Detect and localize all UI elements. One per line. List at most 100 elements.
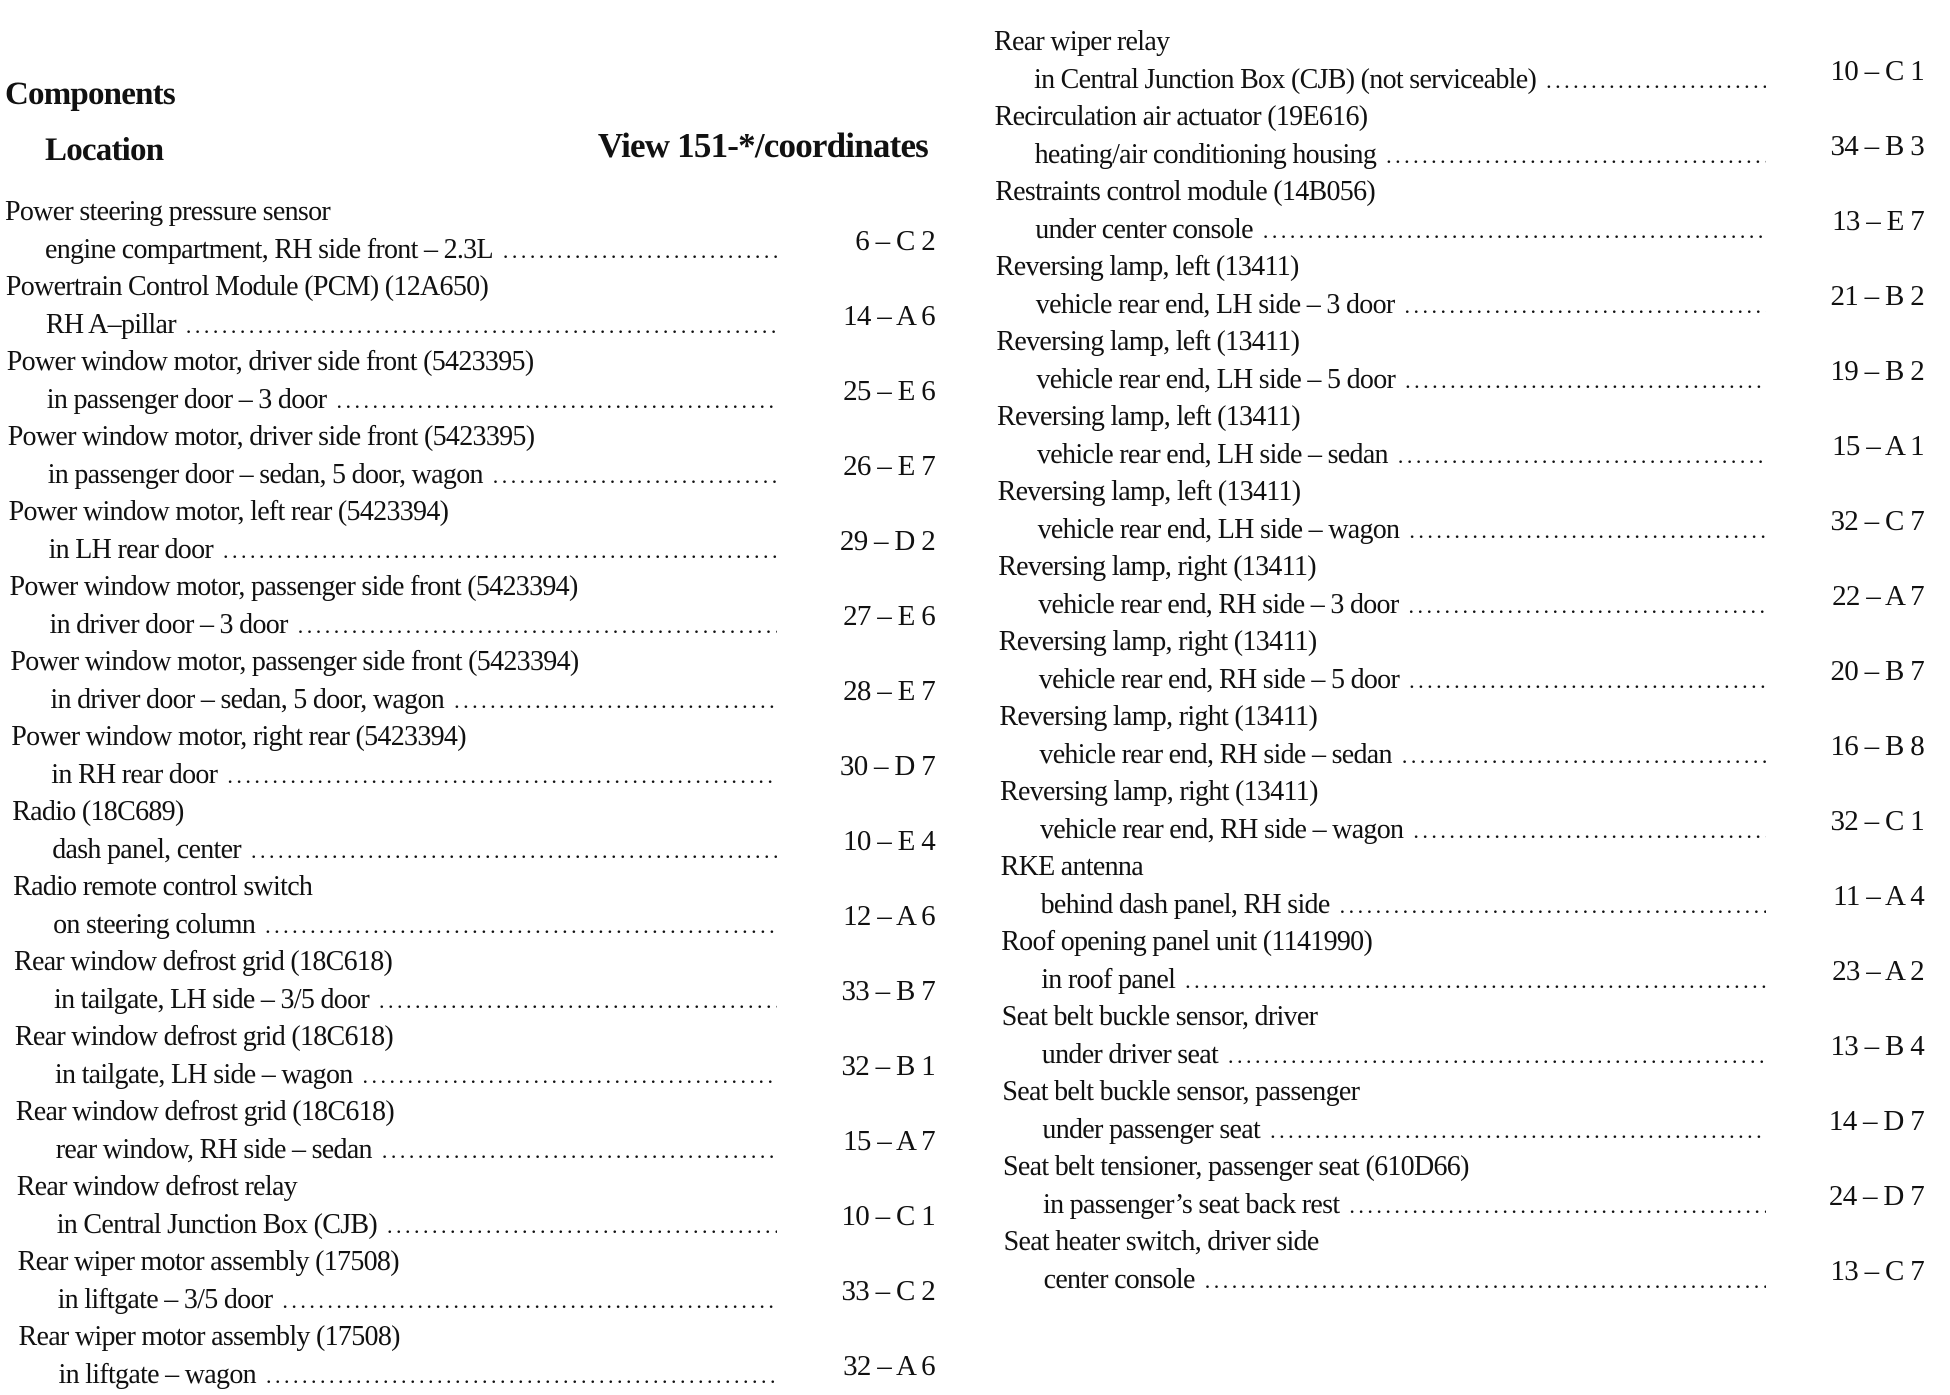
component-name: Power window motor, passenger side front… <box>10 646 579 677</box>
dot-leader <box>1402 737 1766 775</box>
view-coordinate: 16 – B 8 <box>1830 730 1925 762</box>
component-entry: Rear window defrost relay in Central Jun… <box>5 1168 936 1245</box>
dot-leader <box>387 1207 777 1245</box>
component-entry: Reversing lamp, left (13411) vehicle rea… <box>994 323 1924 398</box>
component-entry: Reversing lamp, left (13411) vehicle rea… <box>994 398 1925 473</box>
component-name: Reversing lamp, left (13411) <box>996 326 1300 357</box>
view-coordinate: 33 – B 7 <box>841 975 936 1007</box>
component-entry: Seat belt buckle sensor, driver under dr… <box>994 998 1925 1073</box>
view-coordinate: 26 – E 7 <box>843 450 936 482</box>
component-location: under driver seat <box>1041 1039 1219 1070</box>
component-entry: Power window motor, right rear (5423394)… <box>5 718 935 793</box>
view-coordinate: 20 – B 7 <box>1830 655 1925 687</box>
component-name: Seat belt buckle sensor, driver <box>1001 1001 1318 1032</box>
view-coordinate: 32 – C 1 <box>1830 805 1925 837</box>
component-entry: Seat belt buckle sensor, passenger under… <box>994 1073 1924 1148</box>
dot-leader <box>336 382 777 420</box>
dot-leader <box>1263 212 1766 250</box>
dot-leader <box>1349 1187 1766 1225</box>
component-entry: Radio remote control switch on steering … <box>5 868 936 945</box>
component-location: in passenger door – sedan, 5 door, wagon <box>47 459 484 490</box>
dot-leader <box>1409 662 1766 700</box>
component-entry: Rear window defrost grid (18C618) in tai… <box>5 1018 936 1093</box>
view-coordinate: 23 – A 2 <box>1832 955 1925 987</box>
component-name: Seat belt buckle sensor, passenger <box>1002 1076 1360 1107</box>
component-entry: Reversing lamp, right (13411) vehicle re… <box>994 623 1925 700</box>
component-name: Radio remote control switch <box>13 871 313 902</box>
component-entry: Power window motor, passenger side front… <box>5 643 935 718</box>
view-coordinate: 13 – C 7 <box>1830 1255 1925 1287</box>
view-coordinate: 32 – C 7 <box>1830 505 1925 537</box>
component-name: Rear wiper motor assembly (17508) <box>18 1321 401 1352</box>
view-coordinate: 32 – B 1 <box>841 1050 936 1082</box>
view-coordinate: 24 – D 7 <box>1828 1180 1925 1212</box>
component-entry: Reversing lamp, right (13411) vehicle re… <box>994 548 1925 625</box>
component-entry: Reversing lamp, left (13411) vehicle rea… <box>994 248 1925 323</box>
component-location: engine compartment, RH side front – 2.3L <box>45 234 494 265</box>
dot-leader <box>265 907 777 945</box>
view-coordinate: 13 – B 4 <box>1830 1030 1925 1062</box>
view-coordinate: 30 – D 7 <box>839 750 936 782</box>
component-name: Power window motor, passenger side front… <box>9 571 579 602</box>
view-coordinate: 10 – E 4 <box>843 825 936 857</box>
component-location: in Central Junction Box (CJB) (not servi… <box>1034 64 1537 95</box>
component-entry: Power window motor, driver side front (5… <box>5 418 936 495</box>
dot-leader <box>1409 512 1766 550</box>
view-coordinate: 6 – C 2 <box>855 225 935 257</box>
component-location: vehicle rear end, LH side – 5 door <box>1036 364 1396 395</box>
dot-leader <box>1386 137 1766 175</box>
dot-leader <box>493 457 777 495</box>
component-name: Power window motor, left rear (5423394) <box>8 496 449 527</box>
dot-leader <box>227 757 777 795</box>
view-coordinate: 27 – E 6 <box>843 600 936 632</box>
component-entry: Seat heater switch, driver side center c… <box>994 1223 1925 1300</box>
dot-leader <box>1405 362 1766 400</box>
dot-leader <box>298 607 777 645</box>
dot-leader <box>1205 1262 1766 1300</box>
dot-leader <box>282 1282 777 1320</box>
dot-leader <box>1409 587 1767 625</box>
component-location: in liftgate – 3/5 door <box>57 1284 273 1315</box>
component-entry: Power window motor, driver side front (5… <box>5 343 936 420</box>
component-name: Radio (18C689) <box>12 796 184 827</box>
component-entry: Powertrain Control Module (PCM) (12A650)… <box>5 268 936 343</box>
component-location: in driver door – sedan, 5 door, wagon <box>50 684 445 715</box>
component-entry: Power window motor, passenger side front… <box>5 568 936 645</box>
dot-leader <box>1185 962 1766 1000</box>
component-location: vehicle rear end, RH side – 5 door <box>1038 664 1400 695</box>
view-coordinate: 34 – B 3 <box>1830 130 1925 162</box>
component-name: Roof opening panel unit (1141990) <box>1001 926 1373 957</box>
component-name: Seat heater switch, driver side <box>1003 1226 1320 1257</box>
component-location: vehicle rear end, RH side – 3 door <box>1038 589 1399 620</box>
view-coordinate: 14 – A 6 <box>843 300 936 332</box>
dot-leader <box>503 232 777 270</box>
component-name: Reversing lamp, left (13411) <box>997 401 1301 432</box>
component-name: RKE antenna <box>1000 851 1144 882</box>
component-entry: Rear window defrost grid (18C618) rear w… <box>5 1093 936 1168</box>
view-coordinate: 29 – D 2 <box>839 525 936 557</box>
component-name: Power window motor, right rear (5423394) <box>11 721 466 752</box>
component-location: RH A–pillar <box>45 309 177 340</box>
component-location: in tailgate, LH side – 3/5 door <box>54 984 370 1015</box>
dot-leader <box>1340 887 1766 925</box>
component-location: behind dash panel, RH side <box>1040 889 1331 920</box>
dot-leader <box>1413 812 1766 850</box>
component-entry: Roof opening panel unit (1141990) in roo… <box>994 923 1925 1000</box>
component-name: Powertrain Control Module (PCM) (12A650) <box>5 271 489 302</box>
view-coordinate: 10 – C 1 <box>841 1200 936 1232</box>
component-location: in RH rear door <box>51 759 218 790</box>
view-coordinate: 15 – A 1 <box>1832 430 1925 462</box>
component-entry: Reversing lamp, right (13411) vehicle re… <box>994 698 1924 773</box>
component-location: dash panel, center <box>52 834 241 865</box>
component-entry: RKE antenna behind dash panel, RH side 1… <box>994 848 1925 925</box>
component-name: Reversing lamp, right (13411) <box>998 551 1316 582</box>
component-location: in roof panel <box>1041 964 1176 995</box>
view-coordinate: 13 – E 7 <box>1832 205 1925 237</box>
view-coordinate: 12 – A 6 <box>843 900 936 932</box>
view-coordinate: 15 – A 7 <box>843 1125 936 1157</box>
view-coordinate: 11 – A 4 <box>1833 880 1925 912</box>
dot-leader <box>454 682 777 720</box>
component-location: vehicle rear end, LH side – wagon <box>1037 514 1400 545</box>
component-name: Seat belt tensioner, passenger seat (610… <box>1003 1151 1469 1182</box>
component-name: Recirculation air actuator (19E616) <box>994 101 1368 132</box>
